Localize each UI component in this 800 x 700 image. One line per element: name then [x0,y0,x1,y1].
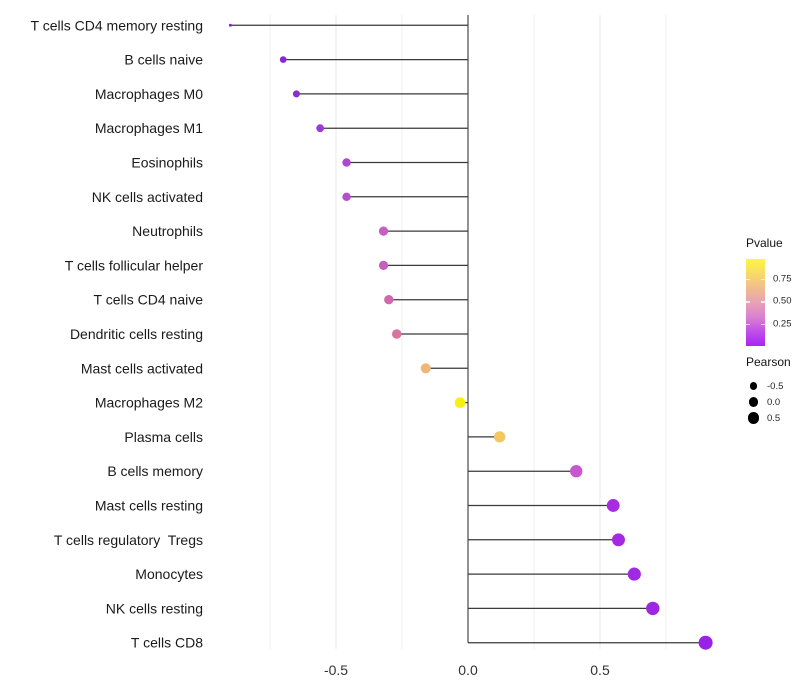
y-axis-label: T cells follicular helper [65,257,204,273]
lollipop-point [384,295,394,305]
lollipop-point [494,431,506,443]
y-axis-label: NK cells resting [106,600,203,616]
pearson-legend-label: 0.5 [767,412,781,424]
lollipop-point [606,499,620,512]
lollipop-point [342,192,351,202]
pvalue-colorbar-tick [746,323,750,326]
y-axis-label: T cells CD8 [131,635,203,651]
pearson-legend-dot [748,397,759,407]
y-axis-label: B cells naive [124,52,203,68]
lollipop-point [292,90,300,98]
x-tick-label: -0.5 [324,662,348,678]
y-axis-label: Macrophages M2 [95,395,203,411]
lollipop-point [391,329,402,339]
pvalue-colorbar: 0.75 0.50 0.25 [746,259,792,346]
lollipop-point [612,533,625,547]
y-axis-label: Plasma cells [124,429,203,445]
lollipop-point [279,56,287,63]
pearson-dot-box [746,378,761,394]
x-tick-label: 0.5 [590,662,610,678]
pvalue-colorbar-label: 0.75 [773,273,792,285]
lollipop-point [570,465,583,478]
y-axis-label: Macrophages M1 [95,120,203,136]
pearson-dot-box [746,410,761,426]
pvalue-colorbar-tick [761,323,765,326]
pearson-legend-label: -0.5 [767,380,784,392]
pvalue-colorbar-tick [761,278,765,281]
lollipop-point [342,158,351,167]
pearson-legend-entry: 0.5 [746,410,791,426]
pvalue-colorbar-label: 0.50 [773,295,792,307]
y-axis-label: B cells memory [107,463,203,479]
pearson-legend-entry: -0.5 [746,378,791,394]
y-axis-label: Neutrophils [132,223,203,239]
lollipop-point [454,397,466,408]
pearson-legend-entries: -0.5 0.0 0.5 [746,378,791,426]
lollipop-point [698,635,713,650]
y-axis-label: T cells CD4 naive [94,292,204,308]
pearson-legend-dot [749,382,758,390]
pearson-legend-dot [747,412,760,424]
x-tick-label: 0.0 [458,662,478,678]
pvalue-colorbar-label: 0.25 [773,318,792,330]
lollipop-point [646,601,660,616]
pearson-legend-label: 0.0 [767,396,781,408]
y-axis-label: Dendritic cells resting [70,326,203,342]
lollipop-point [420,363,431,374]
lollipop-point [378,260,389,271]
y-axis-label: T cells regulatory Tregs [54,532,203,548]
pearson-dot-box [746,394,761,410]
pvalue-colorbar-tick [761,301,765,303]
y-axis-label: T cells CD4 memory resting [31,17,203,33]
y-axis-label: Eosinophils [131,155,203,171]
y-axis-label: Monocytes [135,566,203,582]
pvalue-colorbar-tick [746,301,750,303]
pvalue-colorbar-tick [746,278,750,281]
lollipop-point [627,567,641,581]
pvalue-legend-title: Pvalue [746,236,783,250]
y-axis-label: Mast cells activated [81,360,203,376]
pearson-legend: Pearson -0.5 0.0 0.5 [746,355,791,426]
pearson-legend-title: Pearson [746,355,791,369]
pearson-legend-entry: 0.0 [746,394,791,410]
pvalue-legend: Pvalue 0.75 0.50 0.25 [746,236,792,346]
lollipop-point [378,226,389,236]
lollipop-point [228,23,232,27]
y-axis-label: Macrophages M0 [95,86,203,102]
y-axis-label: Mast cells resting [95,498,203,514]
y-axis-label: NK cells activated [92,189,203,205]
lollipop-point [316,124,325,133]
